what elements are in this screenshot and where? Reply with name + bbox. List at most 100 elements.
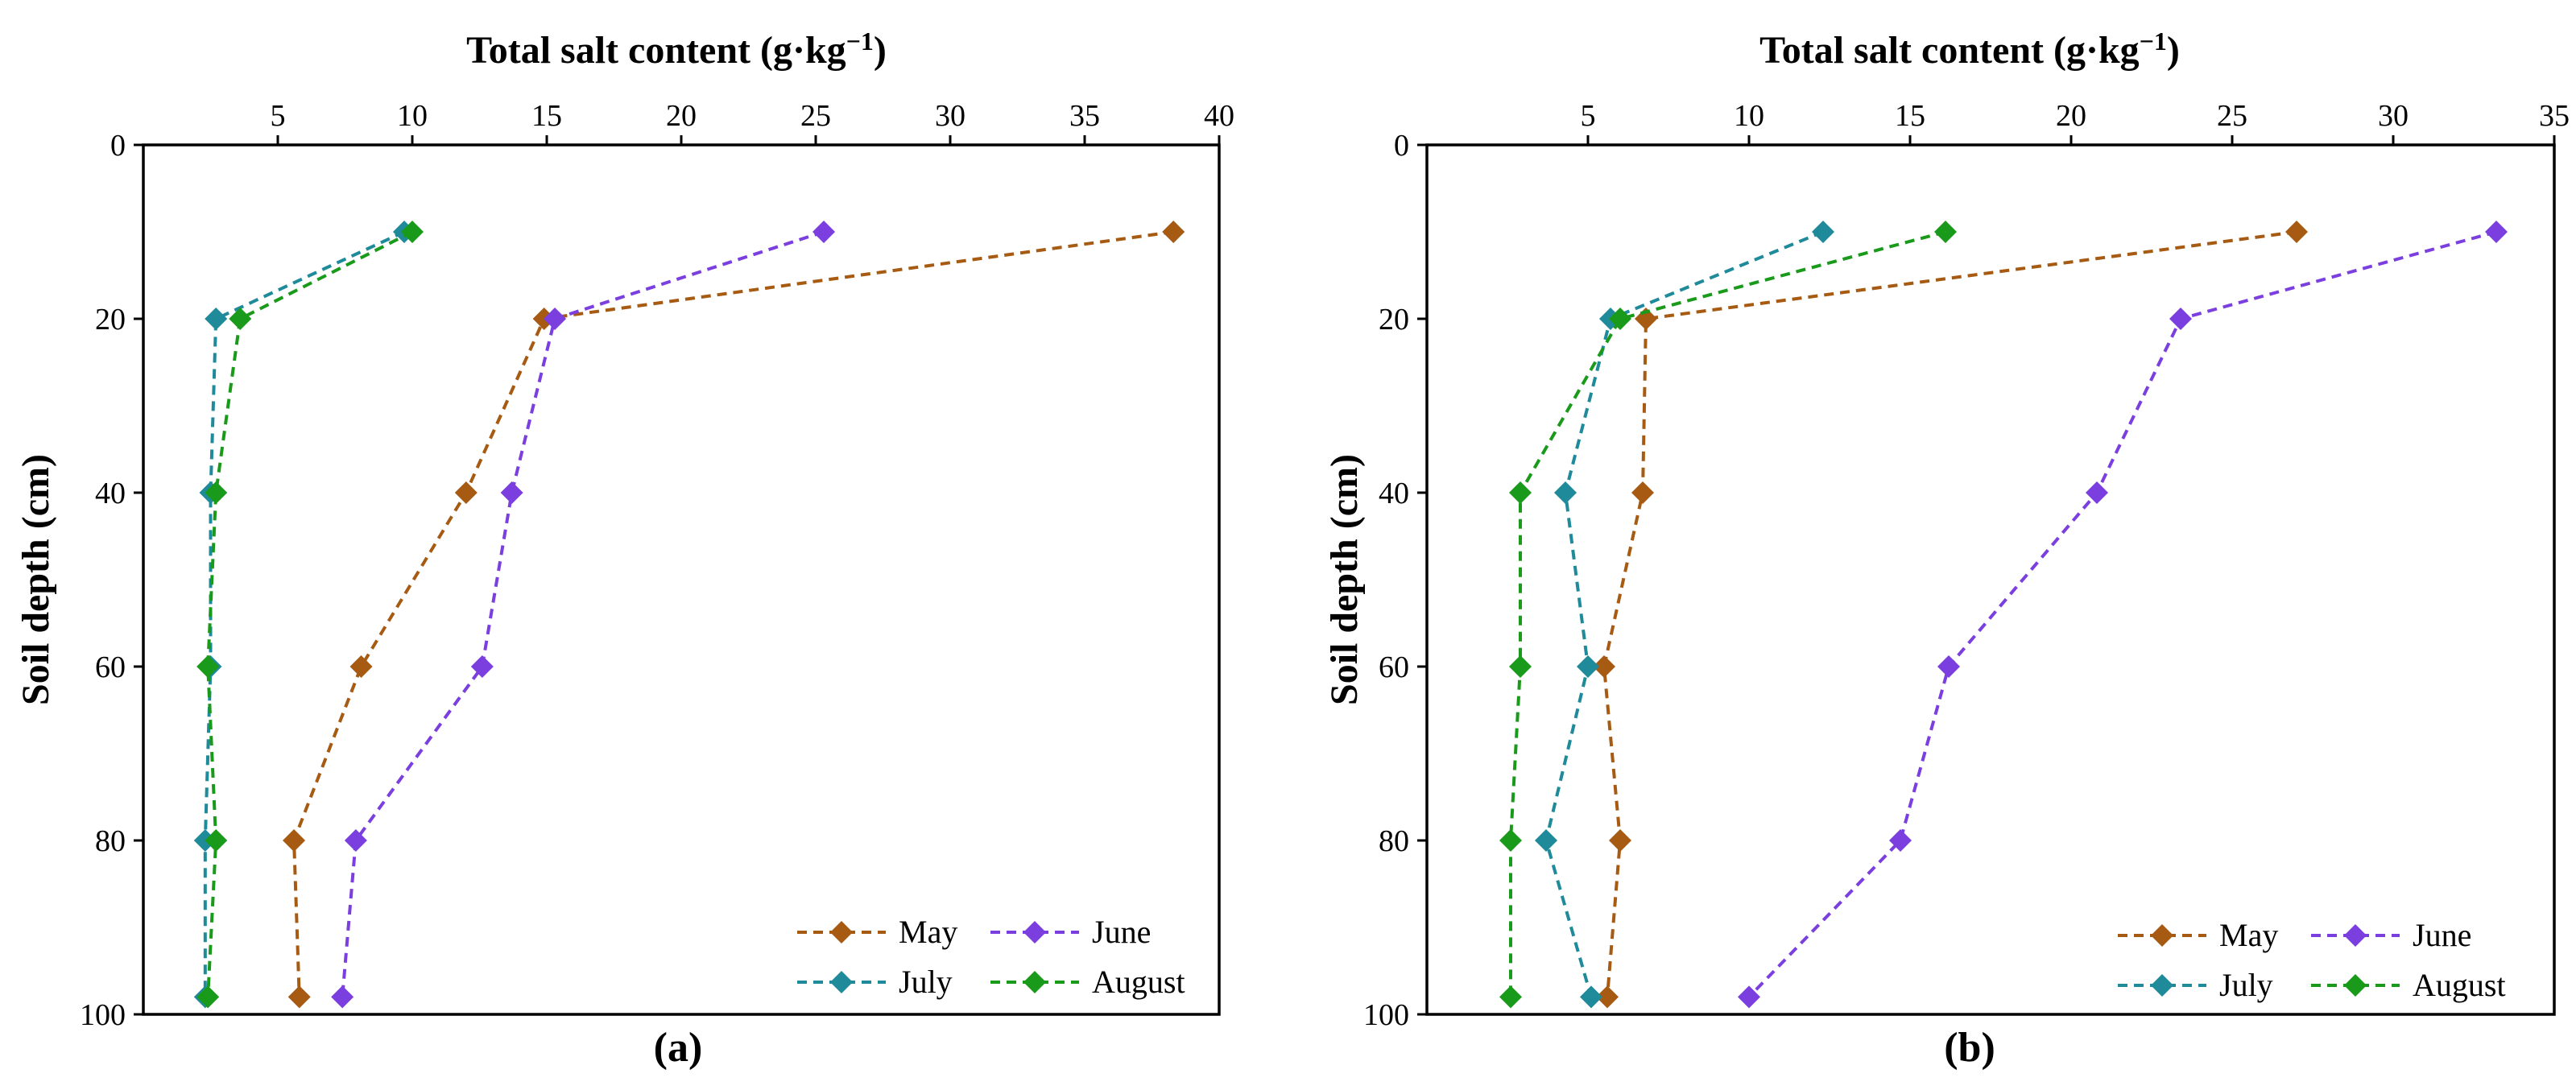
data-point-may — [2285, 221, 2308, 243]
series-line-june — [341, 230, 825, 997]
data-point-august — [1499, 985, 1522, 1009]
data-point-may — [1593, 655, 1615, 678]
legend-label: June — [1092, 914, 1151, 950]
data-point-june — [544, 308, 567, 330]
data-point-june — [2485, 221, 2508, 243]
data-point-june — [1937, 655, 1960, 678]
series-line-august — [1509, 230, 1946, 997]
axis-ticks: 5 10 15 20 25 30 35 0 20 40 60 80 100 — [1363, 99, 2570, 1032]
x-tick-label: 35 — [2539, 99, 2570, 133]
data-point-may — [287, 985, 311, 1009]
y-tick-label: 40 — [95, 477, 126, 510]
series-line-may — [292, 230, 1174, 997]
data-point-may — [283, 829, 306, 852]
x-tick-label: 20 — [666, 99, 697, 133]
data-point-july — [1580, 985, 1602, 1009]
y-tick-label: 100 — [1363, 998, 1409, 1032]
x-axis-title: Total salt content (g·kg−1) — [1759, 27, 2180, 72]
y-tick-label: 100 — [80, 998, 126, 1032]
legend-label: August — [2413, 967, 2506, 1003]
data-point-august — [1499, 829, 1522, 852]
x-tick-label: 10 — [397, 99, 428, 133]
y-tick-label: 80 — [95, 824, 126, 858]
legend-item-may: May — [2118, 917, 2278, 953]
x-tick-label: 20 — [2056, 99, 2086, 133]
plot-frame — [1425, 143, 2556, 1016]
data-point-july — [1535, 829, 1557, 852]
data-point-may — [1609, 829, 1631, 852]
data-point-august — [401, 221, 424, 243]
y-axis-title: Soil depth (cm) — [1323, 454, 1366, 705]
data-point-june — [331, 985, 354, 1009]
plot-frame — [142, 143, 1221, 1016]
data-point-august — [1509, 655, 1532, 678]
x-tick-label: 15 — [1895, 99, 1925, 133]
chart-panel-b: Total salt content (g·kg−1) Soil depth (… — [1323, 27, 2570, 1071]
data-point-july — [1577, 655, 1599, 678]
data-point-june — [1738, 985, 1760, 1009]
data-point-june — [344, 829, 367, 852]
series-line-august — [206, 230, 413, 997]
series-layer — [1499, 221, 2508, 1009]
chart-panel-a: Total salt content (g·kg−1) Soil depth (… — [14, 27, 1234, 1071]
y-tick-label: 0 — [110, 129, 126, 163]
legend-marker — [2151, 974, 2173, 997]
data-point-may — [1631, 481, 1654, 504]
legend-label: May — [899, 914, 957, 950]
axis-ticks: 5 10 15 20 25 30 35 40 0 20 40 60 80 100 — [80, 99, 1234, 1032]
legend-marker — [2344, 924, 2367, 947]
data-point-august — [196, 655, 220, 678]
legend-item-august: August — [2311, 967, 2506, 1003]
legend-item-may: May — [797, 914, 957, 950]
data-point-june — [2086, 481, 2108, 504]
data-point-june — [2169, 308, 2192, 330]
x-tick-label: 35 — [1069, 99, 1100, 133]
legend-label: May — [2219, 917, 2278, 953]
x-tick-label: 25 — [800, 99, 831, 133]
data-point-may — [1596, 985, 1619, 1009]
legend-marker — [2151, 924, 2173, 947]
y-tick-label: 60 — [1379, 650, 1409, 684]
x-tick-label: 5 — [271, 99, 286, 133]
data-point-july — [1812, 221, 1834, 243]
series-line-may — [1602, 230, 2297, 997]
legend-item-june: June — [2311, 917, 2471, 953]
legend-label: June — [2413, 917, 2471, 953]
x-tick-label: 15 — [531, 99, 562, 133]
data-point-august — [205, 481, 228, 504]
legend-marker — [2344, 974, 2367, 997]
panel-label: (a) — [654, 1025, 703, 1071]
legend-label: August — [1092, 964, 1185, 1000]
x-tick-label: 30 — [2378, 99, 2409, 133]
legend-label: July — [2219, 967, 2273, 1003]
y-tick-label: 80 — [1379, 824, 1409, 858]
data-point-august — [1934, 221, 1957, 243]
x-tick-label: 40 — [1204, 99, 1234, 133]
y-tick-label: 20 — [1379, 303, 1409, 337]
legend-item-july: July — [2118, 967, 2273, 1003]
legend-marker — [1023, 921, 1046, 944]
data-point-august — [1509, 481, 1532, 504]
data-point-may — [349, 655, 373, 678]
data-point-june — [812, 221, 836, 243]
data-point-august — [196, 985, 220, 1009]
x-tick-label: 30 — [935, 99, 965, 133]
data-point-august — [205, 829, 228, 852]
legend-marker — [830, 971, 853, 993]
series-line-june — [1747, 230, 2497, 998]
y-tick-label: 60 — [95, 650, 126, 684]
legend-label: July — [899, 964, 953, 1000]
data-point-august — [229, 308, 252, 330]
y-tick-label: 40 — [1379, 477, 1409, 510]
legend: May June July August — [797, 914, 1185, 1000]
y-tick-label: 0 — [1394, 129, 1409, 163]
data-point-may — [1162, 221, 1185, 243]
legend-item-august: August — [990, 964, 1185, 1000]
data-point-august — [1609, 308, 1631, 330]
data-point-july — [205, 308, 228, 330]
data-point-june — [500, 481, 523, 504]
x-axis-title: Total salt content (g·kg−1) — [466, 27, 887, 72]
data-point-june — [470, 655, 494, 678]
legend: May June July August — [2118, 917, 2506, 1003]
